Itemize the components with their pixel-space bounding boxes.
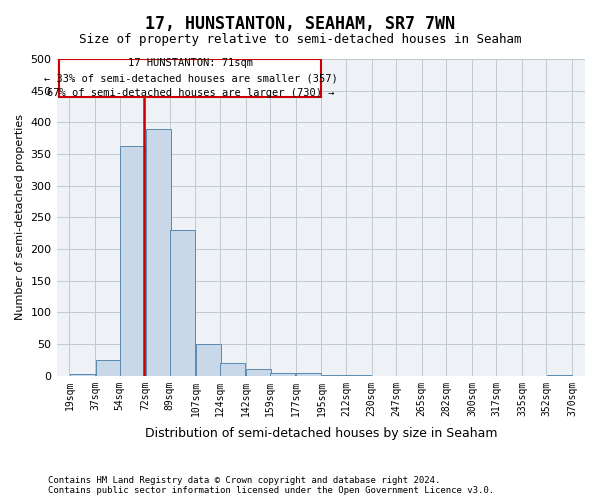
Bar	[220, 363, 245, 376]
Bar	[296, 372, 321, 376]
Bar	[547, 374, 572, 376]
FancyBboxPatch shape	[59, 59, 322, 97]
Bar	[120, 146, 145, 376]
Bar	[146, 128, 171, 376]
Bar	[322, 374, 347, 376]
Text: Size of property relative to semi-detached houses in Seaham: Size of property relative to semi-detach…	[79, 32, 521, 46]
Bar	[170, 230, 195, 376]
Text: 17, HUNSTANTON, SEAHAM, SR7 7WN: 17, HUNSTANTON, SEAHAM, SR7 7WN	[145, 15, 455, 33]
Bar	[270, 372, 295, 376]
Bar	[95, 360, 121, 376]
Bar	[246, 370, 271, 376]
Text: 17 HUNSTANTON: 71sqm
← 33% of semi-detached houses are smaller (357)
67% of semi: 17 HUNSTANTON: 71sqm ← 33% of semi-detac…	[44, 58, 337, 98]
Y-axis label: Number of semi-detached properties: Number of semi-detached properties	[15, 114, 25, 320]
Text: Contains HM Land Registry data © Crown copyright and database right 2024.: Contains HM Land Registry data © Crown c…	[48, 476, 440, 485]
Bar	[346, 375, 371, 376]
Text: Contains public sector information licensed under the Open Government Licence v3: Contains public sector information licen…	[48, 486, 494, 495]
Bar	[70, 374, 95, 376]
Bar	[196, 344, 221, 376]
X-axis label: Distribution of semi-detached houses by size in Seaham: Distribution of semi-detached houses by …	[145, 427, 497, 440]
